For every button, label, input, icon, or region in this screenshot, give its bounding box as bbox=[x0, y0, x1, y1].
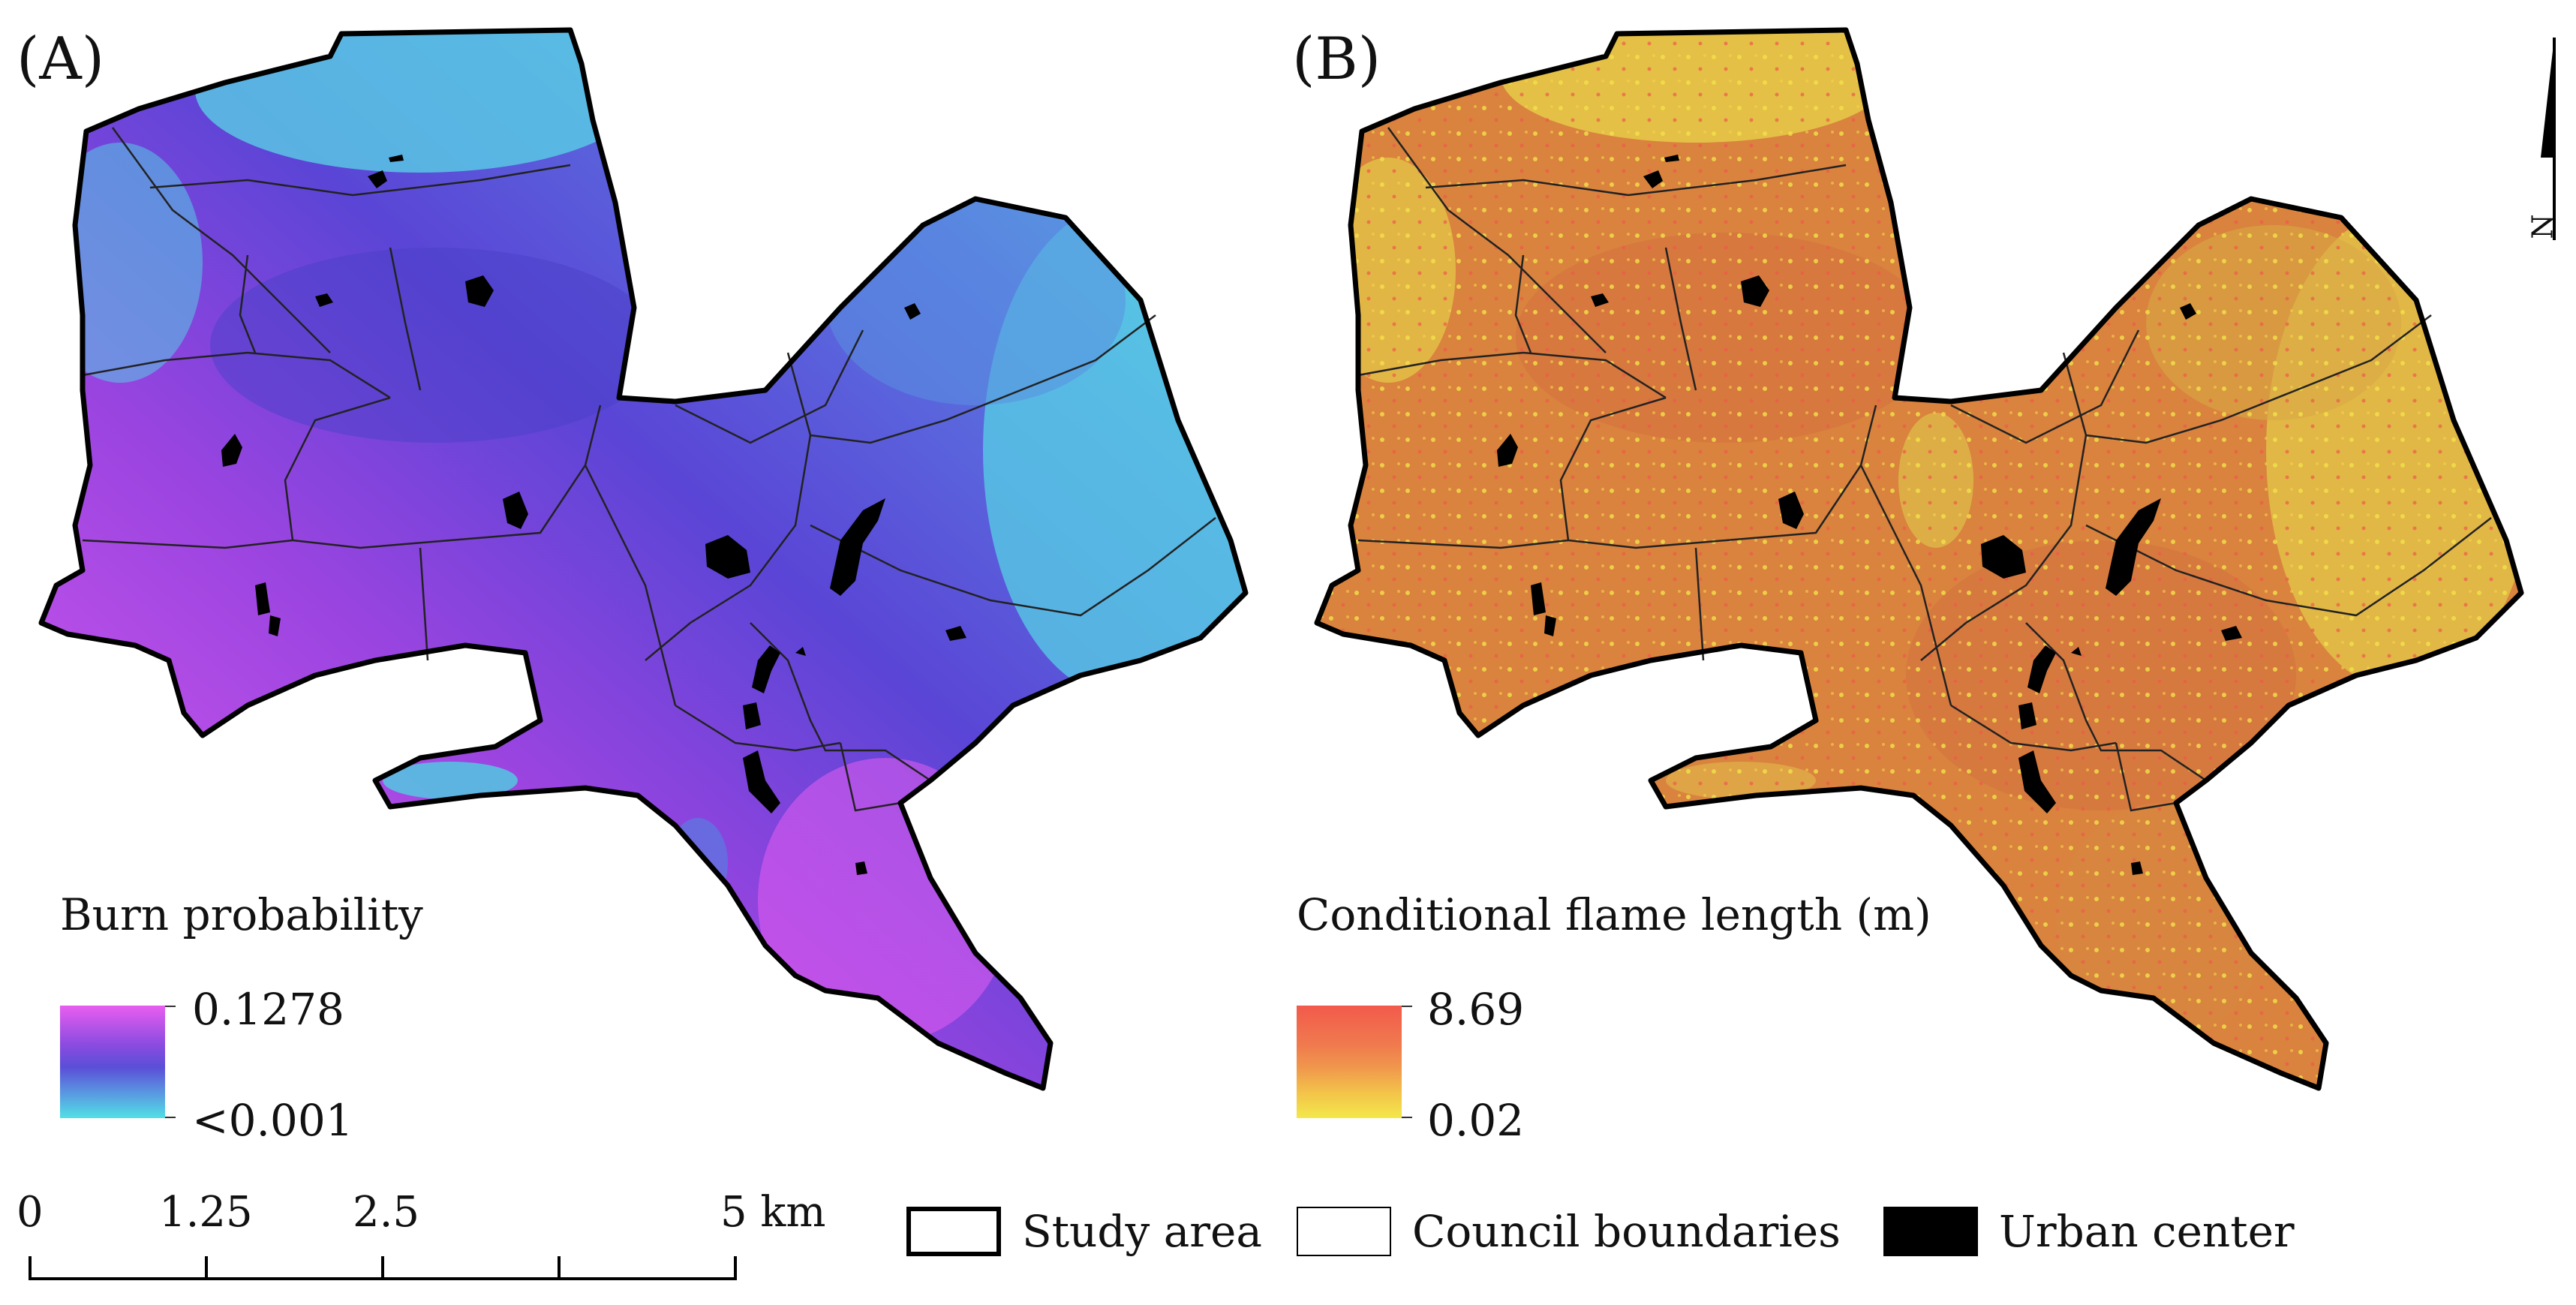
urban-centers-b bbox=[1497, 155, 2242, 875]
key-council-boundaries-label: Council boundaries bbox=[1412, 1206, 1841, 1257]
legend-min-b: 0.02 bbox=[1427, 1095, 1525, 1146]
key-study-area-swatch bbox=[906, 1207, 1001, 1256]
panel-label-a: (A) bbox=[17, 26, 105, 93]
scale-tick-label-3: 5 km bbox=[720, 1188, 826, 1237]
map-panel-a bbox=[38, 27, 1249, 1091]
legend-colorbar-b bbox=[1297, 1006, 1402, 1118]
flame-length-raster bbox=[1317, 30, 2521, 1088]
map-panel-b bbox=[1314, 27, 2524, 1091]
legend-title-a: Burn probability bbox=[60, 889, 423, 940]
council-boundaries-b bbox=[1357, 127, 2492, 812]
panel-label-b: (B) bbox=[1292, 26, 1381, 93]
scale-bar bbox=[29, 1256, 737, 1280]
legend-tick-top-a bbox=[165, 1006, 176, 1007]
key-urban-center-label: Urban center bbox=[1999, 1206, 2295, 1257]
scale-tick-label-2: 2.5 bbox=[353, 1188, 420, 1237]
legend-colorbar-a bbox=[60, 1006, 165, 1118]
study-area-outline-b bbox=[1314, 27, 2524, 1091]
north-arrow-icon bbox=[2521, 30, 2566, 248]
key-study-area-label: Study area bbox=[1022, 1206, 1262, 1257]
legend-tick-top-b bbox=[1402, 1006, 1412, 1007]
legend-title-b: Conditional flame length (m) bbox=[1297, 889, 1931, 940]
scale-tick-label-1: 1.25 bbox=[159, 1188, 253, 1237]
legend-max-b: 8.69 bbox=[1427, 984, 1525, 1035]
legend-tick-bottom-a bbox=[165, 1117, 176, 1118]
legend-tick-bottom-b bbox=[1402, 1117, 1412, 1118]
legend-min-a: <0.001 bbox=[192, 1095, 353, 1146]
scale-tick-label-0: 0 bbox=[17, 1188, 44, 1237]
study-area-outline-a bbox=[38, 27, 1249, 1091]
key-council-boundaries-swatch bbox=[1297, 1207, 1391, 1256]
key-urban-center-swatch bbox=[1883, 1207, 1978, 1256]
council-boundaries-a bbox=[82, 127, 1216, 812]
legend-max-a: 0.1278 bbox=[192, 984, 344, 1035]
urban-centers-a bbox=[221, 155, 966, 875]
north-arrow-label: N bbox=[2526, 214, 2559, 239]
